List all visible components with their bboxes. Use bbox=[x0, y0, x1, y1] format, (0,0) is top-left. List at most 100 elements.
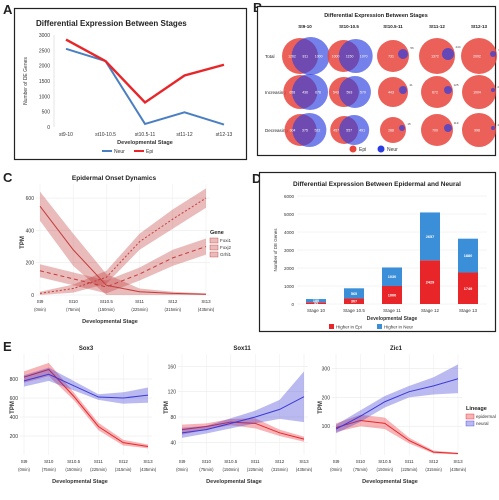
chart-a-series-neur bbox=[65, 47, 225, 126]
chart-b-count-label: 1070 bbox=[360, 55, 368, 59]
chart-b-neur-circle bbox=[338, 39, 373, 73]
chart-b-count-label: 2002 bbox=[473, 55, 481, 59]
chart-e2-band-epidermal bbox=[182, 418, 304, 442]
chart-c-ylabel: TPM bbox=[20, 236, 26, 249]
chart-b-epi-circle bbox=[461, 38, 497, 74]
panel-a-frame bbox=[13, 7, 248, 161]
chart-a-ytick: 1500 bbox=[39, 79, 50, 85]
chart-b-count-label: 593 bbox=[346, 91, 352, 95]
chart-d-bar-label: 95 bbox=[314, 302, 318, 306]
chart-e2-ytick: 160 bbox=[168, 364, 177, 370]
chart-e3-xsubtick: (315min) bbox=[425, 467, 442, 472]
chart-c-series-foxj2 bbox=[39, 197, 207, 294]
chart-e1-xlabel: Developmental Stage bbox=[52, 479, 108, 485]
chart-a-xtick: st12-13 bbox=[216, 132, 233, 138]
chart-b-neur-circle bbox=[338, 76, 371, 108]
chart-e3-plot-bg bbox=[332, 354, 462, 455]
chart-a-xtick: st11-12 bbox=[176, 132, 193, 138]
chart-e1-title: Sox3 bbox=[79, 346, 94, 352]
chart-d-legend-swatch bbox=[329, 324, 334, 329]
chart-e3-legend-label: epidermal bbox=[476, 414, 496, 419]
chart-d-bar-label: 307 bbox=[351, 300, 357, 304]
chart-c-xtick: St13 bbox=[201, 299, 211, 304]
chart-d-bar-label: 2429 bbox=[426, 281, 434, 285]
chart-c-xsubtick: (435min) bbox=[198, 307, 215, 312]
chart-e3-series-neural bbox=[335, 378, 459, 430]
chart-d-bar-label: 1880 bbox=[464, 254, 472, 258]
chart-e3-legend-title: Lineage bbox=[466, 406, 487, 412]
chart-c-xtick: St11 bbox=[135, 299, 144, 304]
chart-e3-xtick: St10.5 bbox=[378, 459, 392, 464]
chart-b-title: Differential Expression Between Stages bbox=[324, 13, 428, 19]
chart-e3-xsubtick: (0min) bbox=[330, 467, 342, 472]
chart-panel-e-zic1: 100 200 300 St9 (0min) St10 (75min) St10.5 (150m… bbox=[318, 346, 496, 485]
chart-e3-series-epidermal bbox=[335, 419, 459, 455]
chart-c-series-foxi1 bbox=[39, 246, 207, 288]
chart-b-count-label: 457 bbox=[333, 129, 339, 133]
chart-b-count-label: 1372 bbox=[431, 55, 439, 59]
chart-c-xsubtick: (0min) bbox=[34, 307, 46, 312]
chart-b-epi-circle bbox=[421, 114, 453, 146]
chart-b-count-label: 443 bbox=[388, 91, 394, 95]
chart-b-count-label: 375 bbox=[302, 129, 308, 133]
chart-d-bar-epi bbox=[344, 298, 364, 304]
chart-e3-xsubtick: (435min) bbox=[450, 467, 467, 472]
chart-b-count-label: 543 bbox=[333, 91, 339, 95]
chart-e2-xsubtick: (0min) bbox=[176, 467, 188, 472]
chart-b-count-label: 1000 bbox=[315, 55, 323, 59]
chart-e2-ylabel: TPM bbox=[164, 401, 170, 414]
chart-e1-series-epidermal bbox=[23, 368, 149, 447]
chart-d-xtick: Stage 12 bbox=[421, 308, 440, 313]
chart-e1-xtick: St13 bbox=[143, 459, 153, 464]
chart-c-legend-swatch bbox=[209, 237, 219, 244]
chart-d-bar-neur bbox=[344, 288, 364, 299]
chart-b-legend-swatch bbox=[349, 145, 357, 153]
chart-d-bar-label: 1000 bbox=[388, 294, 396, 298]
chart-b-count-label: 522 bbox=[314, 129, 320, 133]
chart-e1-xsubtick: (435min) bbox=[140, 467, 157, 472]
panel-d-label: D bbox=[252, 171, 262, 186]
chart-e1-xsubtick: (0min) bbox=[18, 467, 30, 472]
chart-a-ytick: 0 bbox=[47, 125, 50, 131]
chart-d-bar-neur bbox=[382, 267, 402, 286]
chart-e3-legend-swatch bbox=[465, 413, 475, 420]
chart-e1-xsubtick: (75min) bbox=[42, 467, 57, 472]
chart-b-count-label: 288 bbox=[388, 129, 394, 133]
chart-a-ytick: 2000 bbox=[39, 64, 50, 70]
chart-e1-xtick: St11 bbox=[94, 459, 103, 464]
chart-e2-xtick: St13 bbox=[299, 459, 309, 464]
chart-b-count-label: 811 bbox=[303, 55, 309, 59]
chart-a-title: Differential Expression Between Stages bbox=[36, 19, 187, 28]
chart-e2-ytick: 80 bbox=[170, 415, 176, 421]
chart-b-neur-circle bbox=[491, 126, 495, 130]
chart-e2-xlabel: Developmental Stage bbox=[206, 479, 262, 485]
chart-b-count-label: 998 bbox=[474, 129, 480, 133]
chart-b-count-label: 676 bbox=[315, 91, 321, 95]
chart-e2-xtick: St12 bbox=[275, 459, 285, 464]
chart-e3-xsubtick: (150min) bbox=[377, 467, 394, 472]
chart-b-count-label: 1262 bbox=[288, 55, 296, 59]
chart-b-neur-circle bbox=[490, 51, 496, 57]
chart-c-xlabel: Developmental Stage bbox=[82, 319, 138, 325]
chart-e2-plot-bg bbox=[178, 354, 308, 455]
chart-d-bar-neur bbox=[458, 238, 478, 273]
chart-b-column-header: St12-13 bbox=[471, 24, 488, 29]
panel-a-label: A bbox=[3, 2, 13, 17]
chart-e2-xtick: St11 bbox=[251, 459, 260, 464]
panel-d-frame bbox=[258, 171, 497, 333]
chart-d-legend-swatch bbox=[377, 324, 382, 329]
chart-e3-xtick: St9 bbox=[333, 459, 340, 464]
chart-b-column-header: St11-12 bbox=[429, 24, 445, 29]
chart-d-ytick: 4000 bbox=[284, 230, 295, 235]
chart-e3-xsubtick: (225min) bbox=[401, 467, 418, 472]
chart-c-xtick: St9 bbox=[37, 299, 44, 304]
chart-b-count-label: 26 bbox=[497, 85, 499, 89]
chart-e3-xtick: St10 bbox=[356, 459, 366, 464]
chart-e1-ytick: 400 bbox=[10, 415, 19, 421]
chart-e2-xsubtick: (150min) bbox=[223, 467, 240, 472]
chart-e3-title: Zic1 bbox=[390, 346, 403, 352]
chart-b-count-label: 41 bbox=[409, 83, 413, 87]
chart-a-ytick: 500 bbox=[42, 110, 51, 116]
chart-c-legend-label: Foxj2 bbox=[220, 245, 232, 250]
chart-b-row-label: Increasing bbox=[265, 90, 286, 95]
